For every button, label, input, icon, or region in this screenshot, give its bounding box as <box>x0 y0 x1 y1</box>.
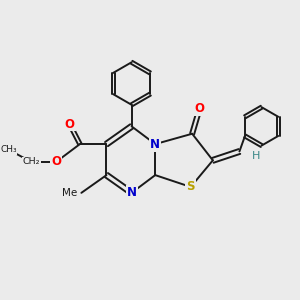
Text: N: N <box>127 186 136 199</box>
Text: O: O <box>195 102 205 115</box>
Text: S: S <box>186 180 195 194</box>
Text: H: H <box>251 151 260 161</box>
Text: N: N <box>150 138 160 151</box>
Text: O: O <box>64 118 75 130</box>
Text: Me: Me <box>62 188 77 198</box>
Text: O: O <box>51 155 61 168</box>
Text: CH₂: CH₂ <box>22 157 40 166</box>
Text: CH₃: CH₃ <box>0 146 17 154</box>
